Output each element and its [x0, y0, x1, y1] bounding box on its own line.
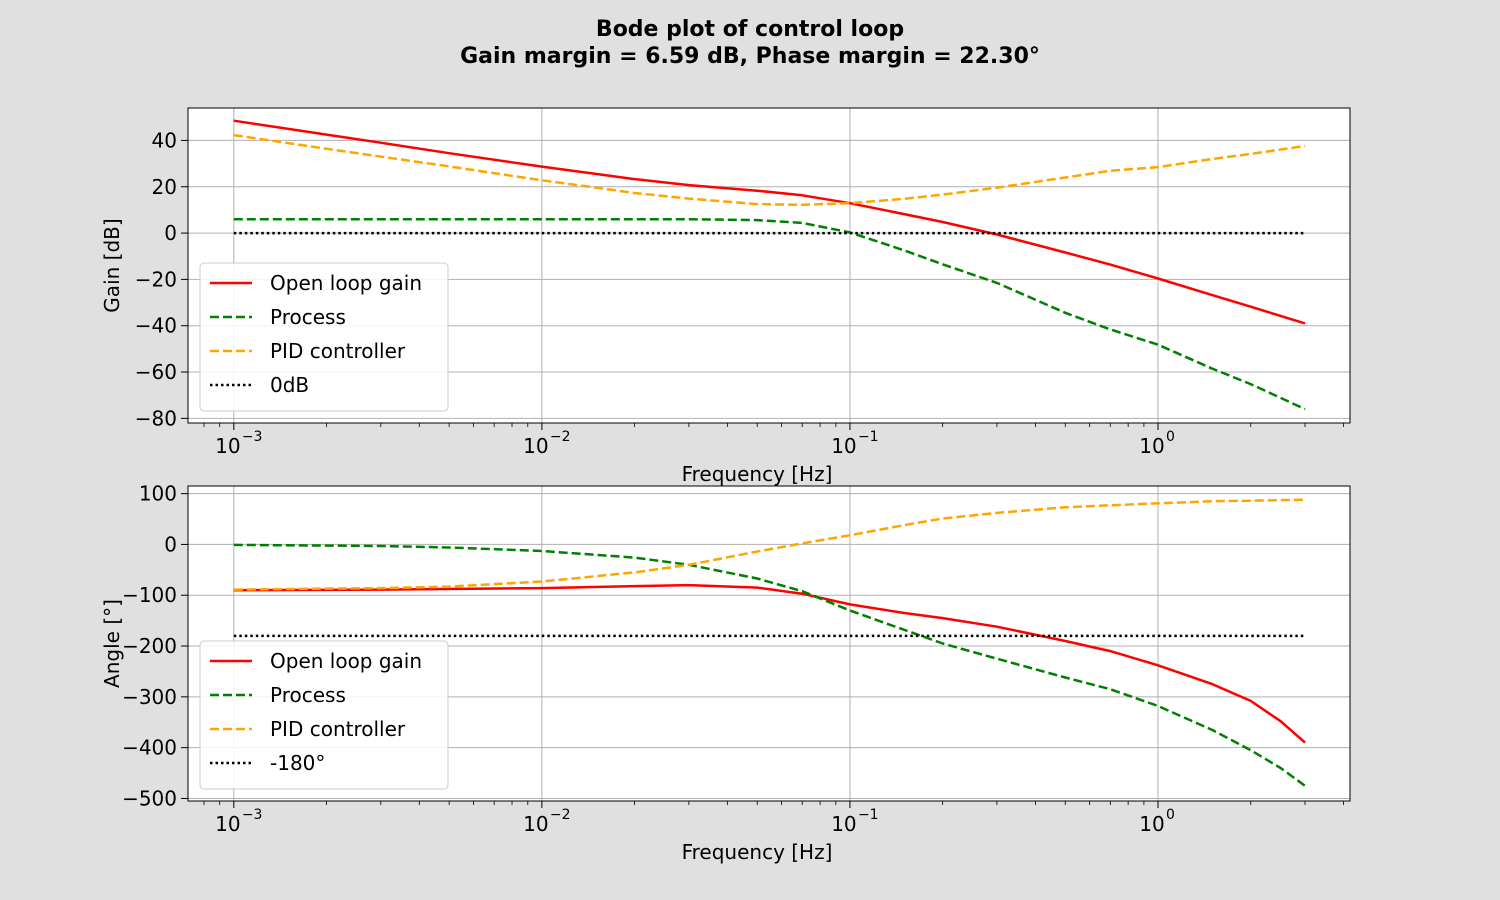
y-tick-label: −40 — [135, 314, 177, 338]
legend-box — [199, 262, 449, 412]
series-line-2 — [233, 498, 1306, 591]
axes-frame — [187, 107, 1351, 424]
x-tick-exponent: −3 — [242, 429, 263, 445]
legend-entry: Process — [270, 305, 346, 329]
x-tick-exponent: −3 — [242, 807, 263, 823]
series-line-2 — [233, 133, 1306, 207]
series-line-0 — [233, 119, 1306, 325]
legend-entry: Open loop gain — [270, 271, 422, 295]
legend: Open loop gain Process PID controller -180° — [199, 640, 449, 790]
series-line-1 — [233, 217, 1306, 411]
y-tick-label: 0 — [164, 532, 177, 556]
y-tick-label: −60 — [135, 360, 177, 384]
x-tick-exponent: −2 — [550, 429, 571, 445]
x-tick-label: 10 — [215, 434, 240, 458]
x-tick-exponent: 0 — [1166, 429, 1175, 445]
x-tick-label: 10 — [1139, 812, 1164, 836]
x-axis-label: Frequency [Hz] — [682, 840, 833, 864]
legend-entry: PID controller — [270, 717, 406, 741]
legend: Open loop gain Process PID controller 0dB — [199, 262, 449, 412]
phase-plot-panel: 10 −3 10 −2 10 −1 10 01000−100−200−300−400−500F… — [100, 482, 1351, 864]
y-tick-label: −80 — [135, 406, 177, 430]
y-axis-label: Angle [°] — [100, 599, 124, 688]
series-line-0 — [233, 583, 1306, 744]
y-tick-label: −400 — [122, 736, 177, 760]
y-tick-label: −200 — [122, 634, 177, 658]
x-tick-label: 10 — [1139, 434, 1164, 458]
x-tick-exponent: −1 — [858, 429, 879, 445]
x-tick-exponent: −2 — [550, 807, 571, 823]
legend-entry: Open loop gain — [270, 649, 422, 673]
x-tick-label: 10 — [831, 434, 856, 458]
x-tick-label: 10 — [523, 812, 548, 836]
y-tick-label: 40 — [152, 128, 177, 152]
x-axis-label: Frequency [Hz] — [682, 462, 833, 486]
series-line-1 — [233, 543, 1306, 787]
y-tick-label: −500 — [122, 786, 177, 810]
figure-title: Bode plot of control loop — [596, 17, 904, 42]
axes-frame — [187, 485, 1351, 802]
legend-entry: 0dB — [270, 373, 309, 397]
x-tick-exponent: 0 — [1166, 807, 1175, 823]
y-axis-label: Gain [dB] — [100, 218, 124, 312]
legend-entry: PID controller — [270, 339, 406, 363]
legend-entry: -180° — [270, 751, 325, 775]
gain-plot-panel: 10 −3 10 −2 10 −1 10 040200−20−40−60−80Frequenc… — [100, 107, 1351, 486]
figure-subtitle: Gain margin = 6.59 dB, Phase margin = 22… — [460, 44, 1040, 69]
y-tick-label: −300 — [122, 685, 177, 709]
x-tick-exponent: −1 — [858, 807, 879, 823]
y-tick-label: 100 — [139, 482, 177, 506]
y-tick-label: −100 — [122, 583, 177, 607]
legend-entry: Process — [270, 683, 346, 707]
x-tick-label: 10 — [215, 812, 240, 836]
x-tick-label: 10 — [831, 812, 856, 836]
y-tick-label: 20 — [152, 175, 177, 199]
legend-box — [199, 640, 449, 790]
y-tick-label: 0 — [164, 221, 177, 245]
y-tick-label: −20 — [135, 267, 177, 291]
x-tick-label: 10 — [523, 434, 548, 458]
